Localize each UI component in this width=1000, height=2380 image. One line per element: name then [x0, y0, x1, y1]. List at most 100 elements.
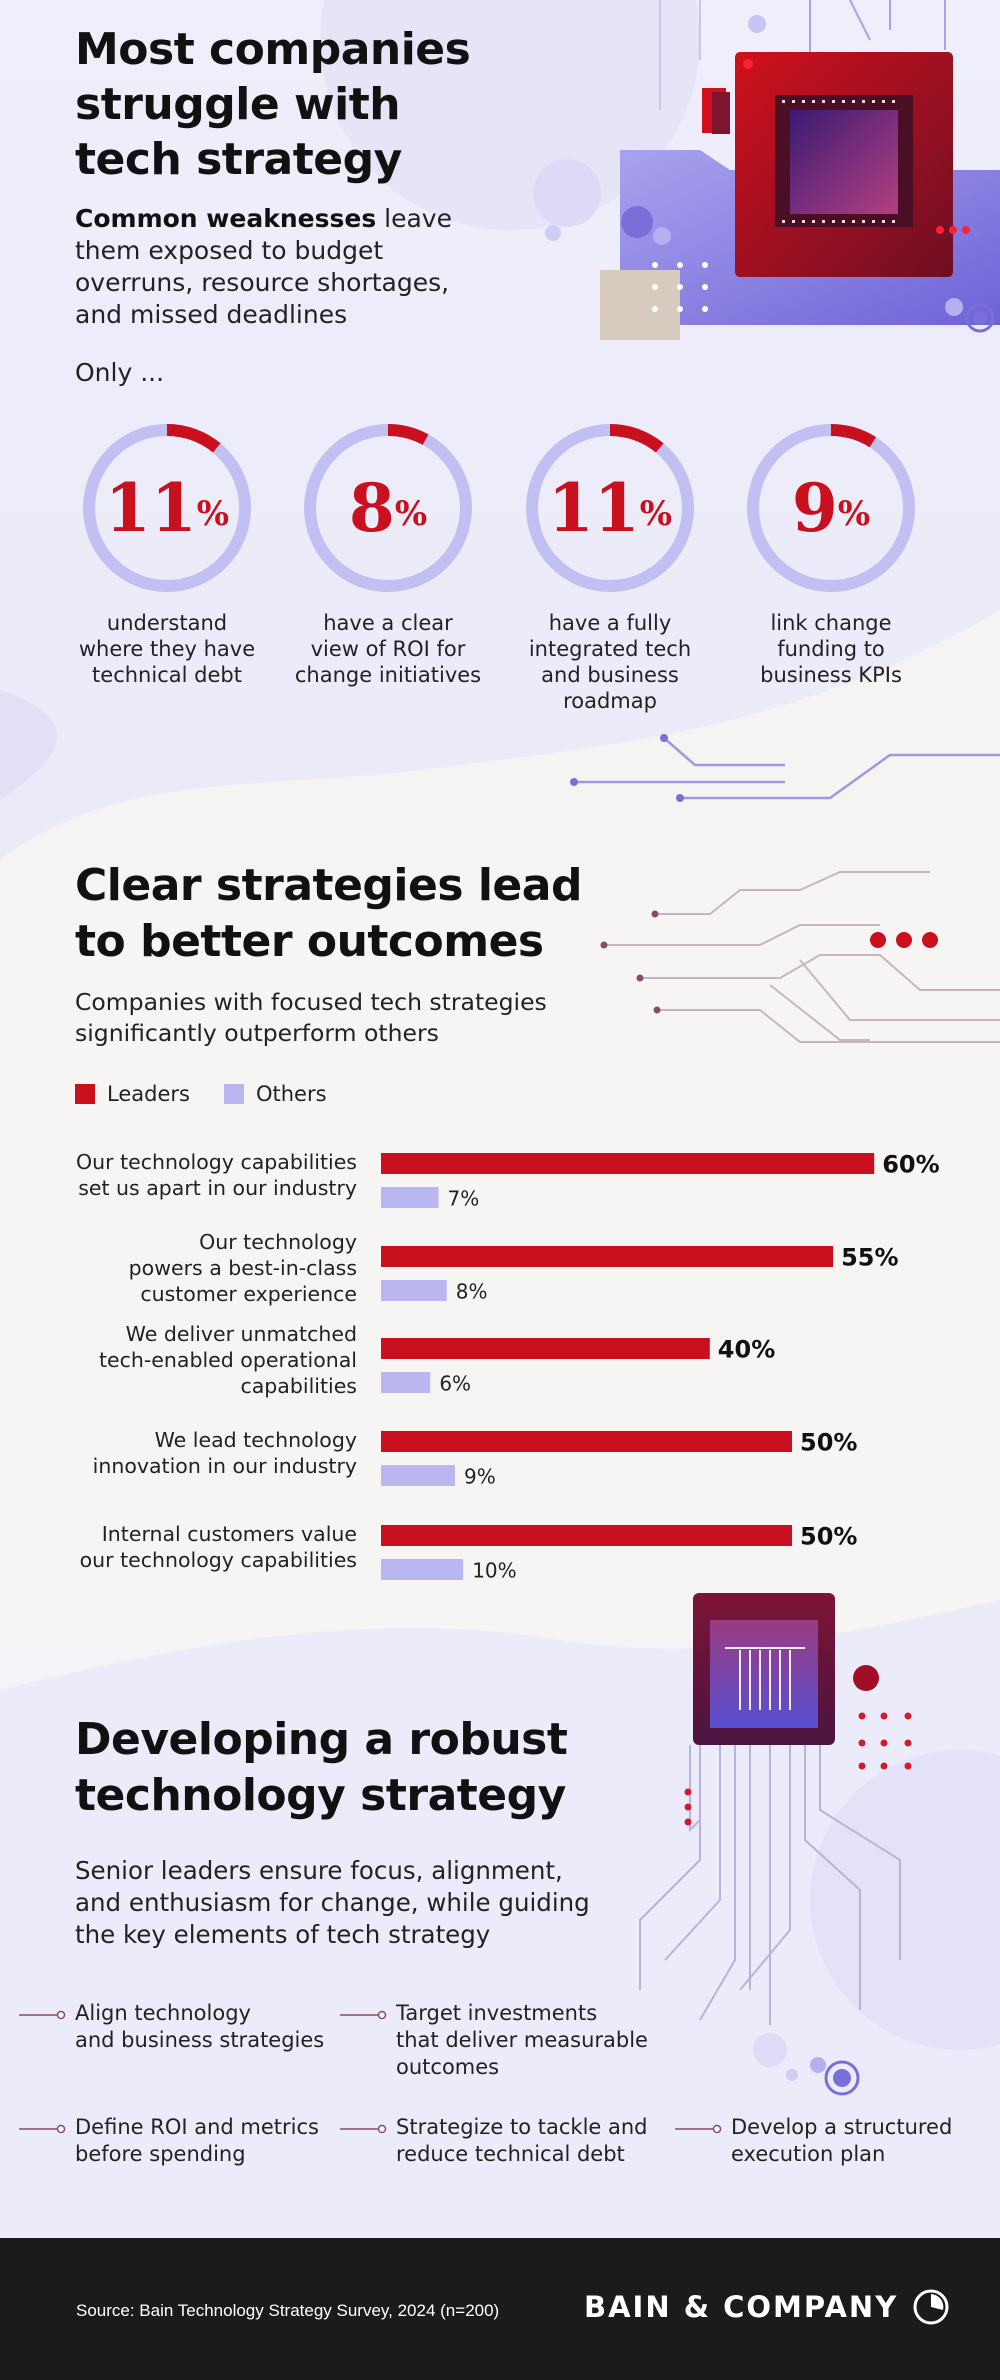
step-connector-icon — [19, 2010, 66, 2020]
bar-value-leaders: 50% — [800, 1523, 857, 1551]
bar-others — [381, 1280, 447, 1301]
section2-title-line: to better outcomes — [75, 916, 544, 967]
ring-progress — [304, 424, 472, 592]
stat-caption-line: roadmap — [563, 689, 657, 713]
step-connector-dot — [56, 2124, 66, 2134]
subtitle-line: significantly outperform others — [75, 1019, 439, 1047]
stat-caption-line: technical debt — [92, 663, 242, 687]
stat-ring: 8% — [304, 424, 472, 592]
section3-lead-line: the key elements of tech strategy — [75, 1920, 491, 1949]
bar-leaders — [381, 1525, 792, 1546]
bar-category-label-line: Our technology — [199, 1229, 357, 1254]
step-connector-icon — [19, 2124, 66, 2134]
bar-leaders — [381, 1338, 710, 1359]
section1-title-line: Most companies — [75, 24, 471, 75]
stat-ring: 11% — [526, 424, 694, 592]
lead-bold: Common weaknesses — [75, 204, 377, 233]
bar-value-others: 7% — [448, 1187, 480, 1211]
section1-lead: Common weaknesses leave them exposed to … — [75, 203, 452, 331]
bar-value-others: 6% — [439, 1372, 471, 1396]
bar-leaders — [381, 1246, 834, 1267]
stat-ring: 11% — [83, 424, 251, 592]
bar-category-label-line: innovation in our industry — [92, 1453, 357, 1478]
bar-value-others: 10% — [472, 1559, 516, 1583]
stat-caption-line: understand — [106, 611, 228, 635]
stat-number: 11 — [105, 469, 197, 547]
stat-caption-line: integrated tech — [528, 637, 692, 661]
stat-value: 9% — [792, 469, 870, 547]
step-connector-dot — [377, 2010, 387, 2020]
bar-category-label: We deliver unmatched tech-enabled operati… — [37, 1321, 357, 1399]
stat-caption: have a fully integrated tech and business r… — [500, 610, 720, 714]
step-connector-icon — [340, 2124, 387, 2134]
step-connector-dot — [712, 2124, 722, 2134]
bar-category-label: Our technology capabilities set us apart … — [37, 1149, 357, 1201]
stat-caption-line: where they have — [78, 637, 256, 661]
subtitle-line: Companies with focused tech strategies — [75, 988, 547, 1016]
strategy-step-line: that deliver measurable — [396, 2028, 648, 2052]
bar-value-others: 8% — [456, 1280, 488, 1304]
stat-caption-line: and business — [541, 663, 679, 687]
strategy-step: Define ROI and metrics before spending — [75, 2114, 319, 2168]
section3-lead-line: and enthusiasm for change, while guiding — [75, 1888, 590, 1917]
lead-text: them exposed to budget — [75, 236, 384, 265]
section2-title-line: Clear strategies lead — [75, 860, 582, 911]
strategy-step-line: execution plan — [731, 2142, 886, 2166]
legend-item-others: Others — [223, 1082, 327, 1106]
ring-progress — [83, 424, 251, 592]
section3-lead-line: Senior leaders ensure focus, alignment, — [75, 1856, 563, 1885]
step-connector-dot — [377, 2124, 387, 2134]
section1-title: Most companies struggle with tech strate… — [75, 22, 471, 187]
section1-title-line: tech strategy — [75, 134, 402, 185]
bar-chart: 60% 7% 55% 8% 40% 6% 50% 9% 50% 10% — [381, 1151, 940, 1583]
bain-logo-icon — [913, 2289, 949, 2325]
stat-value: 11% — [105, 469, 229, 547]
lead-text: overruns, resource shortages, — [75, 268, 450, 297]
stat-ring-card: 11% have a fully integrated tech and busine… — [500, 420, 720, 714]
stat-caption-line: have a clear — [323, 611, 453, 635]
strategy-step-line: before spending — [75, 2142, 246, 2166]
bar-value-leaders: 60% — [882, 1151, 939, 1179]
legend-label-leaders: Leaders — [107, 1082, 190, 1106]
stat-caption-line: view of ROI for — [310, 637, 466, 661]
section1-title-line: struggle with — [75, 79, 401, 130]
strategy-step: Align technology and business strategies — [75, 2000, 324, 2054]
strategy-step-line: Align technology — [75, 2001, 251, 2025]
bar-category-label-line: powers a best-in-class — [128, 1255, 357, 1280]
stat-percent: % — [197, 494, 229, 534]
bar-category-label-line: set us apart in our industry — [78, 1175, 357, 1200]
only-label: Only ... — [75, 358, 165, 387]
bar-category-label: Internal customers value our technology c… — [37, 1521, 357, 1573]
strategy-step-line: Develop a structured — [731, 2115, 953, 2139]
legend-item-leaders: Leaders — [75, 1082, 190, 1106]
strategy-step-line: reduce technical debt — [396, 2142, 625, 2166]
stat-percent: % — [640, 494, 672, 534]
strategy-step-line: Define ROI and metrics — [75, 2115, 319, 2139]
source-note: Source: Bain Technology Strategy Survey,… — [76, 2301, 500, 2320]
bar-value-others: 9% — [464, 1465, 496, 1489]
stat-number: 11 — [548, 469, 640, 547]
stat-ring-card: 8% have a clear view of ROI for change init… — [278, 420, 498, 688]
section3-title-line: technology strategy — [75, 1770, 566, 1821]
stat-caption-line: business KPIs — [760, 663, 902, 687]
bar-category-label: Our technology powers a best-in-class cust… — [37, 1229, 357, 1307]
legend-swatch-others — [223, 1084, 244, 1104]
stat-ring-card: 11% understand where they have technical de… — [57, 420, 277, 688]
legend-swatch-leaders — [75, 1084, 95, 1104]
processor-chip-icon — [533, 0, 1000, 340]
lead-text: leave — [376, 204, 452, 233]
bar-category-label-line: We deliver unmatched — [125, 1321, 357, 1346]
circuit-lines-icon — [574, 737, 1000, 800]
legend-label-others: Others — [255, 1082, 327, 1106]
bar-category-label-line: Our technology capabilities — [76, 1149, 357, 1174]
footer — [0, 2238, 1000, 2380]
strategy-step-line: outcomes — [396, 2055, 500, 2079]
section2-subtitle: Companies with focused tech strategies s… — [75, 987, 547, 1049]
brand-logo: BAIN & COMPANY — [584, 2288, 950, 2326]
stat-caption: link change funding to business KPIs — [721, 610, 941, 688]
section3-title: Developing a robust technology strategy — [75, 1712, 568, 1824]
stat-percent: % — [838, 494, 870, 534]
section2-title: Clear strategies lead to better outcomes — [75, 858, 582, 970]
